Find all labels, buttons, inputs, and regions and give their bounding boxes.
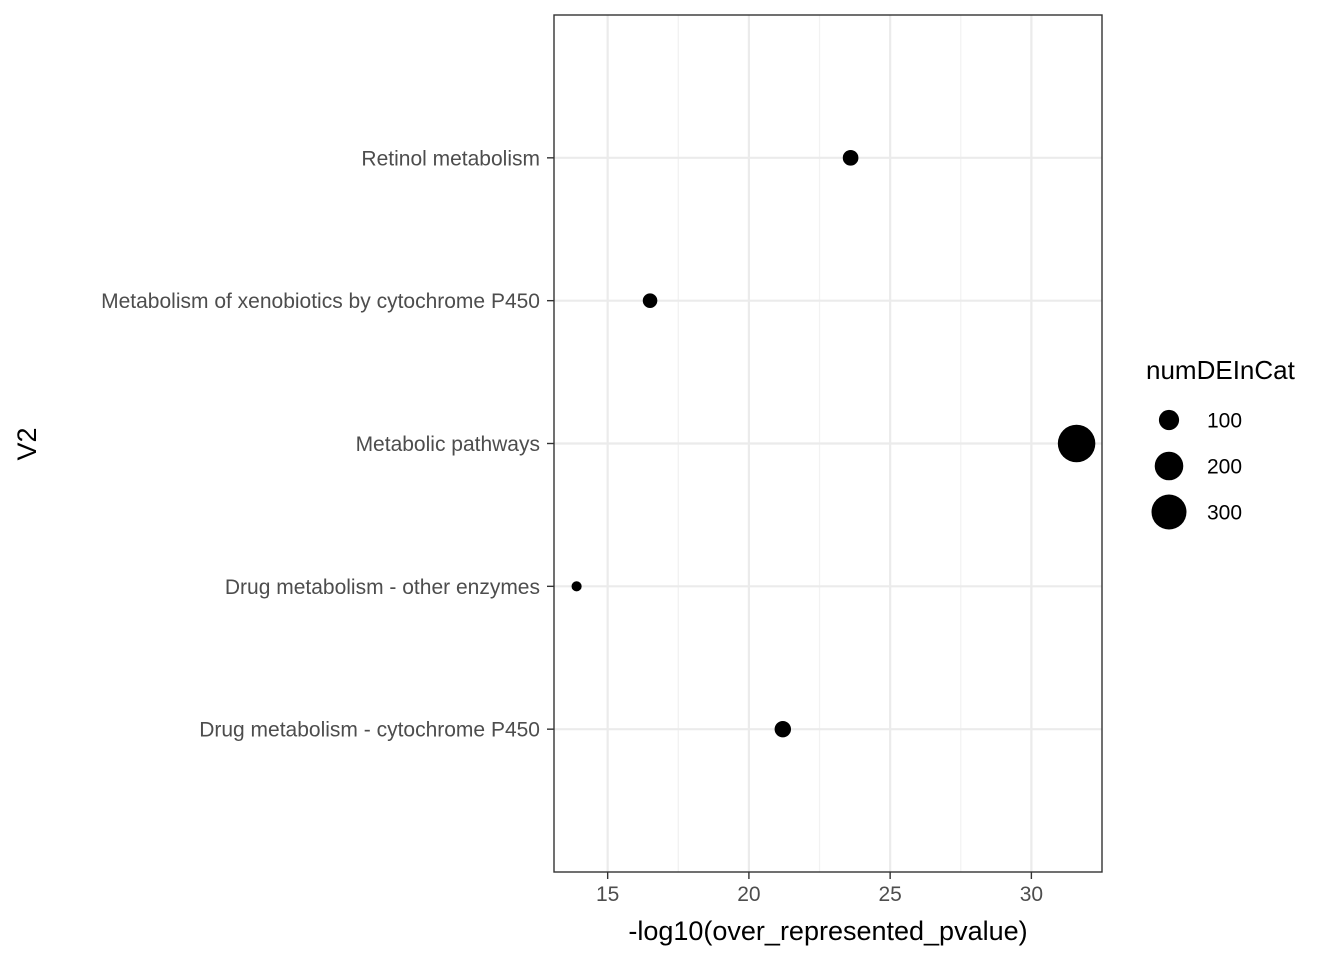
data-point	[842, 150, 859, 166]
data-point	[1057, 424, 1096, 463]
data-points	[571, 150, 1096, 738]
legend-title: numDEInCat	[1146, 355, 1296, 385]
legend-label: 200	[1207, 456, 1242, 479]
y-tick-label: Retinol metabolism	[361, 147, 540, 170]
y-tick-label: Drug metabolism - other enzymes	[225, 576, 540, 599]
y-axis-title: V2	[12, 427, 42, 460]
y-tick-label: Drug metabolism - cytochrome P450	[199, 719, 540, 742]
x-tick-label: 15	[596, 883, 619, 906]
x-axis: 15 20 25 30	[596, 872, 1043, 906]
legend-label: 100	[1207, 410, 1242, 433]
y-tick-label: Metabolism of xenobiotics by cytochrome …	[101, 290, 540, 313]
data-point	[642, 293, 658, 308]
legend: numDEInCat 100 200 300	[1146, 355, 1296, 530]
data-point	[774, 720, 792, 738]
legend-label: 300	[1207, 502, 1242, 525]
data-point	[571, 581, 582, 592]
legend-key	[1158, 409, 1180, 431]
x-tick-label: 25	[878, 883, 901, 906]
x-tick-label: 20	[737, 883, 760, 906]
y-tick-label: Metabolic pathways	[356, 433, 540, 456]
legend-key	[1151, 494, 1187, 530]
y-axis: Drug metabolism - cytochrome P450 Drug me…	[101, 147, 554, 742]
legend-key	[1154, 451, 1184, 481]
x-axis-title: -log10(over_represented_pvalue)	[628, 916, 1027, 946]
x-tick-label: 30	[1020, 883, 1043, 906]
